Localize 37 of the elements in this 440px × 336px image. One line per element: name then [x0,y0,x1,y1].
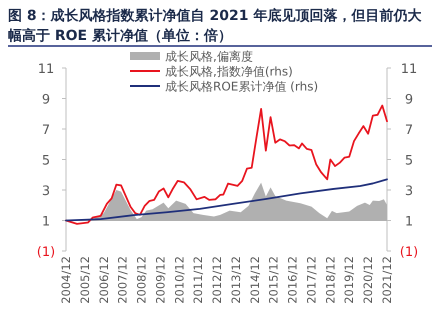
y-tick-label: 9 [42,92,50,108]
y2-tick-label: 1 [404,214,414,230]
x-tick-label: 2009/12 [153,256,168,304]
x-tick-label: 2004/12 [59,256,73,304]
x-tick-label: 2015/12 [266,256,281,304]
y-tick-label: 11 [38,62,54,77]
x-tick-label: 2014/12 [248,256,262,304]
line-series [65,104,388,225]
x-tick-label: 2020/12 [361,256,376,304]
legend-label: 成长风格,指数净值(rhs) [165,64,293,78]
x-tick-label: 2012/12 [210,256,224,304]
x-tick-label: 2018/12 [323,256,338,304]
x-tick-label: 2016/12 [286,256,300,304]
y-tick-label: 1 [42,214,50,230]
x-tick-label: 2010/12 [172,256,186,304]
y2-tick-label: 11 [400,62,418,77]
y2-tick-label: 3 [404,184,414,199]
x-tick-label: 2019/12 [342,256,356,304]
x-tick-label: 2005/12 [78,256,92,304]
x-tick-label: 2017/12 [304,256,318,304]
x-tick-label: 2008/12 [134,256,149,304]
x-tick-label: 2007/12 [116,256,130,304]
y2-tick-label: 9 [404,92,414,108]
x-tick-label: 2013/12 [228,256,243,304]
y2-tick-label: (1) [400,245,418,260]
y-tick-label: 3 [42,184,50,199]
chart-title: 图 8：成长风格指数累计净值自 2021 年底见顶回落，但目前仍大幅高于 ROE 累计净值（单位：倍） [8,7,422,44]
y-tick-label: 7 [42,123,50,138]
x-tick-label: 2006/12 [96,256,111,304]
x-tick-label: 2021/12 [380,256,394,304]
y2-tick-label: 5 [404,154,414,168]
y-tick-label: 5 [42,154,50,168]
y2-tick-label: 7 [404,123,414,138]
y-tick-label: (1) [36,245,56,260]
legend-label: 成长风格ROE累计净值 (rhs) [165,80,318,94]
legend-label: 成长风格,偏离度 [165,50,253,64]
x-tick-label: 2011/12 [191,256,206,304]
